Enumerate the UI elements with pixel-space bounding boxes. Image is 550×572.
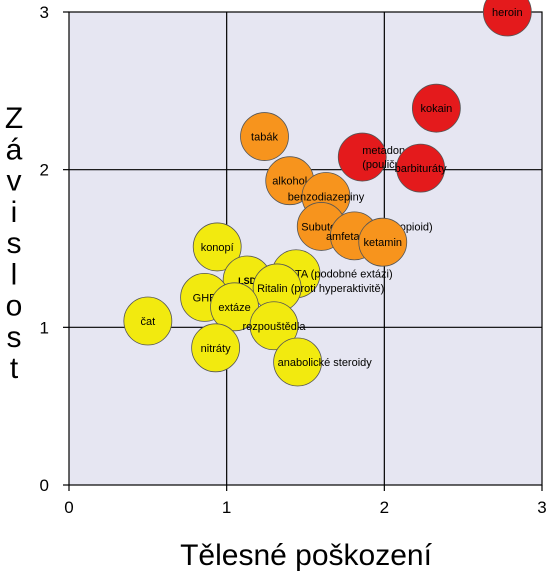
- bubble-circle: [396, 143, 445, 193]
- bubble: rozpouštědla: [242, 301, 306, 351]
- y-tick-label: 2: [40, 161, 49, 180]
- bubble-circle: [240, 112, 289, 161]
- bubble-circle: [358, 217, 408, 267]
- y-tick-label: 0: [40, 476, 49, 495]
- point-label: rozpouštědla: [242, 321, 306, 333]
- point-label: anabolické steroidy: [278, 357, 373, 369]
- bubble-circle: [191, 323, 241, 373]
- x-tick-label: 0: [64, 498, 73, 517]
- bubble: alkohol: [265, 156, 315, 206]
- point-label: barbituráty: [395, 163, 447, 175]
- bubble: ketamin: [358, 217, 408, 267]
- point-label: tabák: [251, 132, 278, 144]
- bubble-circle: [210, 282, 259, 332]
- point-label: benzodiazepiny: [288, 191, 365, 203]
- point-label: 4-MTA (podobné extázi): [276, 269, 393, 281]
- bubble-circle: [249, 301, 299, 351]
- point-label: nitráty: [201, 343, 231, 355]
- bubble: nitráty: [191, 323, 241, 373]
- bubble: barbituráty: [395, 143, 447, 193]
- bubble-circle: [411, 83, 461, 133]
- bubble: tabák: [240, 112, 289, 161]
- bubble-circle: [123, 296, 173, 346]
- point-label: kokain: [420, 103, 452, 115]
- bubble-circle: [273, 337, 323, 387]
- data-points: heroin kokain metadon (pouliční)barbituráty…: [123, 0, 532, 387]
- point-label: extáze: [218, 302, 250, 314]
- bubble: kokain: [411, 83, 461, 133]
- point-label: LSD: [238, 276, 257, 286]
- bubble: konopí: [192, 222, 242, 272]
- point-label: Ritalin (proti hyperaktivitě): [257, 283, 384, 295]
- bubble-circle: [192, 222, 242, 272]
- bubble: Ritalin (proti hyperaktivitě): [252, 263, 384, 313]
- bubble: anabolické steroidy: [273, 337, 373, 387]
- point-label: GHB: [193, 292, 217, 304]
- bubble: extáze: [210, 282, 259, 332]
- x-tick-label: 1: [222, 498, 231, 517]
- bubble: metadon (pouliční): [337, 132, 408, 182]
- x-tick-label: 3: [537, 498, 546, 517]
- bubble: čat: [123, 296, 173, 346]
- point-label: konopí: [201, 242, 234, 254]
- point-label: heroin: [492, 7, 523, 19]
- point-label: ketamin: [363, 237, 402, 249]
- x-tick-label: 2: [380, 498, 389, 517]
- point-label: čat: [140, 316, 155, 328]
- axis-ticks: 0 1 2 3 0 1 2 3: [40, 3, 547, 517]
- plot-area: [68, 11, 543, 486]
- y-tick-label: 1: [40, 318, 49, 337]
- bubble-circle: [337, 132, 387, 182]
- bubble-circle: [482, 0, 532, 37]
- point-label: alkohol: [272, 176, 307, 188]
- bubble: heroin: [482, 0, 532, 37]
- y-tick-label: 3: [40, 3, 49, 22]
- x-axis-title: Tělesné poškození: [180, 539, 432, 572]
